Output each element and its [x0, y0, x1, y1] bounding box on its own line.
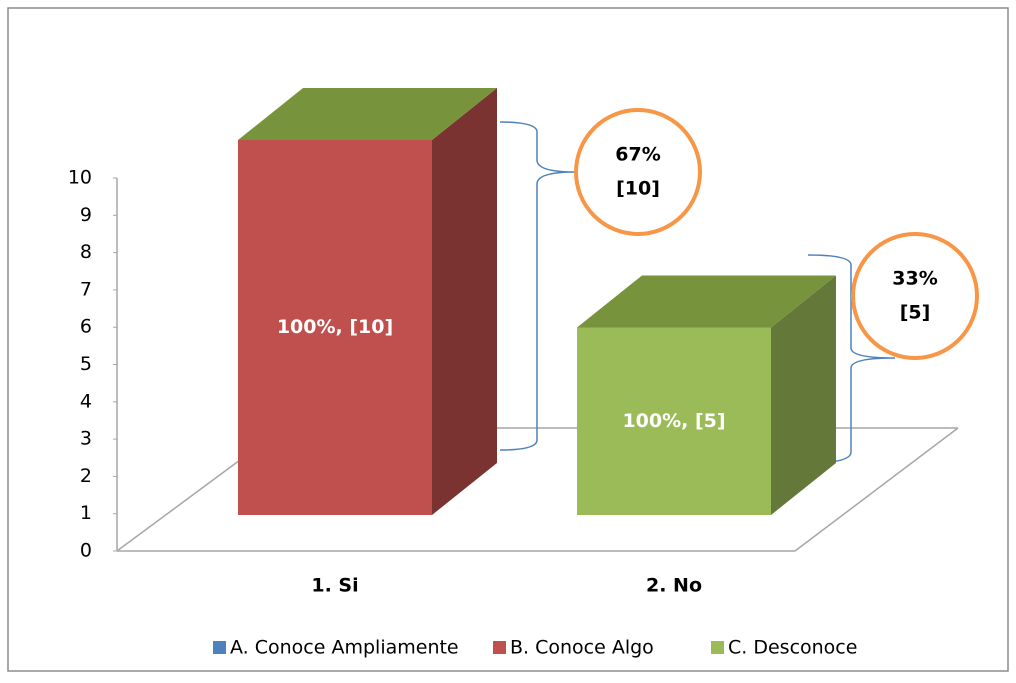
- data-label: 100%, [5]: [622, 410, 725, 432]
- chart-border: [7, 7, 1009, 672]
- bar-front: [238, 140, 432, 515]
- x-tick-label: 1. Si: [311, 575, 358, 597]
- y-tick-label: 9: [80, 204, 92, 226]
- annotation: [10]: [616, 178, 660, 200]
- annotation: [5]: [900, 302, 931, 324]
- legend-label: C. Desconoce: [728, 637, 857, 659]
- legend-swatch: [493, 641, 506, 654]
- annotation-circle: [574, 108, 702, 236]
- y-tick-label: 4: [80, 390, 92, 412]
- legend-label: A. Conoce Ampliamente: [230, 637, 459, 659]
- annotation-circle: [851, 232, 979, 360]
- legend-swatch: [213, 641, 226, 654]
- y-tick-label: 10: [68, 167, 92, 189]
- legend-label: B. Conoce Algo: [510, 637, 654, 659]
- legend-swatch: [711, 641, 724, 654]
- bar-top: [577, 275, 836, 328]
- y-tick-label: 2: [80, 465, 92, 487]
- y-tick-label: 6: [80, 316, 92, 338]
- y-tick-label: 8: [80, 241, 92, 263]
- y-tick-label: 5: [80, 353, 92, 375]
- annotation: 67%: [615, 144, 660, 166]
- bar-front: [577, 327, 771, 515]
- bar-top: [238, 88, 497, 140]
- data-label: 100%, [10]: [277, 316, 393, 338]
- bar-side: [771, 275, 836, 515]
- y-tick-label: 7: [80, 278, 92, 300]
- x-tick-label: 2. No: [646, 575, 702, 597]
- y-tick-label: 3: [80, 428, 92, 450]
- bar-side: [432, 88, 497, 515]
- bar: [577, 275, 836, 515]
- bar: [238, 88, 497, 515]
- annotation: 33%: [892, 268, 937, 290]
- y-tick-label: 0: [80, 540, 92, 562]
- y-tick-label: 1: [80, 502, 92, 524]
